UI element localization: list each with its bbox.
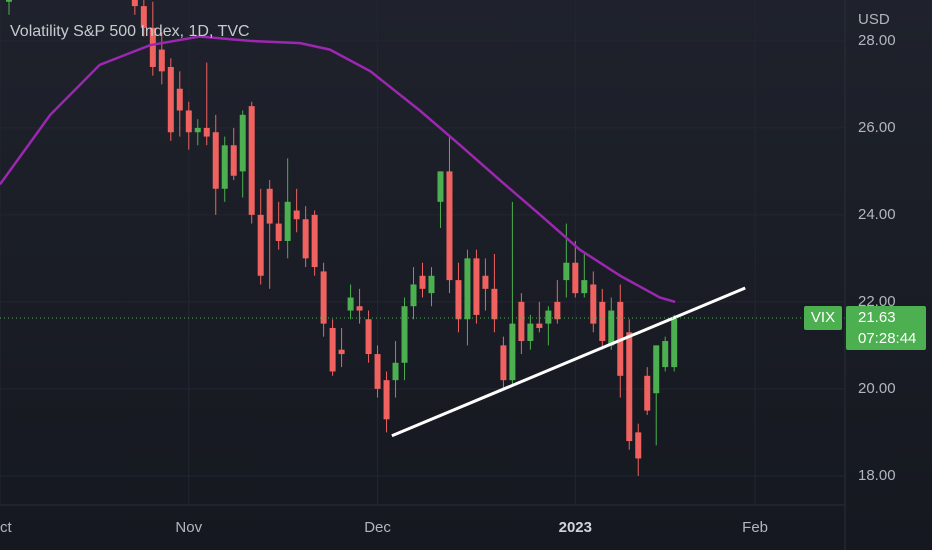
y-tick-label: 18.00: [858, 467, 896, 484]
candle-body: [527, 323, 534, 342]
candle-body: [518, 301, 525, 342]
candle-body: [392, 362, 399, 381]
candle-body: [401, 306, 408, 363]
last-price-label: 21.63: [858, 309, 896, 326]
candle-body: [257, 214, 264, 276]
y-tick-label: 26.00: [858, 119, 896, 136]
y-tick-label: 20.00: [858, 380, 896, 397]
candle-body: [653, 345, 660, 394]
symbol-label: VIX: [811, 309, 835, 326]
candle-body: [536, 323, 543, 328]
candle-body: [302, 219, 309, 259]
candle-body: [608, 310, 615, 346]
x-tick-label: Dec: [364, 519, 391, 536]
x-tick-label: Oct: [0, 519, 12, 536]
candle-body: [671, 317, 678, 368]
candle-body: [212, 132, 219, 189]
axes: 18.00 20.00 22.00 24.00 26.00 28.00 Oct Nov Dec 2…: [0, 32, 926, 536]
candle-body: [500, 345, 507, 381]
candle-body: [491, 288, 498, 320]
currency-label: USD: [858, 11, 890, 28]
candle-body: [248, 106, 255, 215]
candle-body: [374, 354, 381, 389]
candle-body: [356, 306, 363, 311]
candle-body: [194, 127, 201, 133]
moving-average: [0, 35, 676, 304]
candle-body: [644, 375, 651, 411]
candle-body: [167, 66, 174, 133]
candle-body: [554, 301, 561, 320]
symbol-badge: [804, 305, 842, 330]
candle-body: [599, 301, 606, 342]
candle-body: [176, 88, 183, 111]
candle-body: [473, 258, 480, 315]
candle-body: [149, 27, 156, 67]
candle-body: [446, 171, 453, 281]
candle-body: [338, 349, 345, 355]
candle-body: [545, 310, 552, 324]
candle-body: [131, 0, 138, 7]
candle-body: [275, 223, 282, 241]
candle-body: [5, 0, 12, 2]
price-badge: [846, 305, 926, 350]
trend-line: [391, 286, 746, 438]
candle-body: [203, 127, 210, 137]
candle-body: [581, 280, 588, 294]
x-tick-label: Nov: [175, 519, 202, 536]
candle-body: [311, 214, 318, 268]
candle-body: [293, 210, 300, 220]
x-tick-label: Feb: [742, 519, 768, 536]
candle-body: [158, 49, 165, 72]
candle-body: [635, 432, 642, 459]
candle-body: [437, 171, 444, 202]
y-tick-label: 24.00: [858, 206, 896, 223]
candle-body: [221, 145, 228, 189]
y-tick-label: 28.00: [858, 32, 896, 49]
candle-body: [590, 284, 597, 324]
candle-body: [428, 275, 435, 294]
candle-body: [185, 110, 192, 133]
y-tick-label: 22.00: [858, 293, 896, 310]
candle-body: [329, 327, 336, 372]
candle-body: [320, 271, 327, 324]
candle-body: [626, 332, 633, 442]
candle-body: [230, 145, 237, 176]
candle-body: [239, 114, 246, 172]
candle-body: [266, 188, 273, 224]
candle-body: [464, 258, 471, 320]
candle-body: [140, 6, 147, 28]
candle-body: [284, 201, 291, 241]
candle-body: [482, 275, 489, 289]
x-tick-label: 2023: [559, 519, 592, 536]
candle-body: [572, 262, 579, 294]
candle-body: [410, 284, 417, 307]
candle-body: [563, 262, 570, 281]
candle-body: [509, 323, 516, 381]
candle-body: [662, 341, 669, 368]
candle-body: [455, 280, 462, 320]
countdown-label: 07:28:44: [858, 330, 916, 347]
plot-area: [0, 0, 845, 476]
chart-title: Volatility S&P 500 Index, 1D, TVC: [10, 23, 250, 40]
candle-body: [419, 275, 426, 289]
candle-body: [365, 319, 372, 355]
candle-body: [383, 380, 390, 420]
candle-body: [347, 297, 354, 311]
grid: [0, 0, 845, 505]
